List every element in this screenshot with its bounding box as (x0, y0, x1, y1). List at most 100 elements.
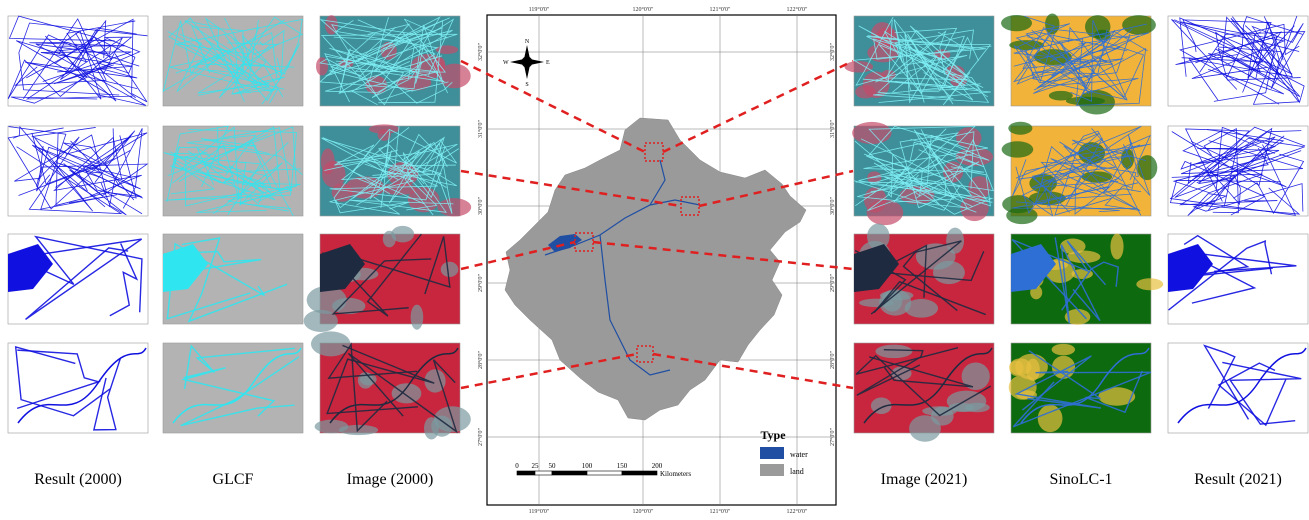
scale-label: 0 (515, 462, 519, 470)
thumb-patch (1110, 234, 1123, 260)
thumbnail (845, 16, 994, 106)
thumbnail (854, 224, 994, 324)
thumb-patch (411, 305, 424, 330)
scale-segment (622, 471, 657, 475)
lon-label: 122°0'0" (787, 508, 808, 515)
thumb-patch (441, 262, 459, 277)
scale-unit: Kilometers (660, 470, 691, 478)
lon-label: 120°0'0" (633, 6, 654, 13)
thumbnail (1168, 234, 1308, 324)
panel-caption: Image (2021) (881, 471, 968, 488)
legend-title: Type (760, 428, 786, 442)
lat-label: 31°0'0" (829, 119, 836, 137)
thumbnail (8, 343, 148, 433)
thumbnail (854, 343, 994, 442)
scale-segment (587, 471, 622, 475)
thumb-patch (316, 57, 328, 75)
thumb-bg (163, 343, 303, 433)
thumb-patch (1052, 356, 1075, 379)
lat-label: 27°0'0" (477, 427, 484, 445)
thumb-patch (1067, 251, 1101, 264)
thumb-patch (391, 226, 414, 243)
thumbnail (1001, 13, 1156, 114)
thumb-patch (436, 45, 458, 54)
lat-label: 28°0'0" (477, 350, 484, 368)
thumb-patch (382, 183, 417, 195)
lon-label: 120°0'0" (633, 508, 654, 515)
thumbnail (163, 234, 303, 324)
compass-s: S (525, 82, 528, 88)
panel-caption: SinoLC-1 (1049, 471, 1112, 488)
legend-label: land (790, 467, 804, 476)
scale-segment (535, 471, 552, 475)
thumb-patch (311, 331, 350, 356)
thumbnail (311, 331, 471, 439)
thumbnail (8, 126, 148, 216)
thumbnail (163, 126, 303, 216)
thumb-patch (909, 415, 941, 441)
thumbnail (163, 16, 303, 106)
lat-label: 30°0'0" (829, 196, 836, 214)
thumb-patch (852, 122, 891, 144)
thumbnail (8, 16, 148, 106)
thumb-patch (1002, 141, 1034, 157)
lat-label: 29°0'0" (829, 273, 836, 291)
lon-label: 122°0'0" (787, 6, 808, 13)
page: {"panels": {"left_labels": ["Result (200… (0, 0, 1309, 515)
thumbnail (1168, 343, 1308, 433)
scale-label: 50 (549, 462, 557, 470)
thumbnail (852, 122, 994, 225)
thumb-patch (1002, 195, 1033, 213)
thumb-patch (867, 200, 904, 226)
lon-label: 121°0'0" (710, 6, 731, 13)
lon-label: 119°0'0" (529, 508, 550, 515)
compass-e: E (546, 60, 550, 66)
lat-label: 32°0'0" (829, 42, 836, 60)
thumb-patch (1026, 359, 1040, 381)
panel-caption: Image (2000) (347, 471, 434, 488)
lon-label: 121°0'0" (710, 508, 731, 515)
scale-label: 25 (532, 462, 540, 470)
legend-swatch-water (760, 447, 784, 459)
lat-label: 27°0'0" (829, 427, 836, 445)
lon-label: 119°0'0" (529, 6, 550, 13)
scale-label: 200 (652, 462, 663, 470)
thumbnail (316, 15, 471, 106)
thumb-patch (875, 345, 912, 358)
panel-caption: Result (2000) (34, 471, 122, 488)
lat-label: 28°0'0" (829, 350, 836, 368)
lat-label: 32°0'0" (477, 42, 484, 60)
thumb-patch (1052, 344, 1075, 355)
scale-label: 100 (582, 462, 593, 470)
legend-label: water (790, 450, 808, 459)
legend-swatch-land (760, 464, 784, 476)
thumb-patch (867, 224, 890, 250)
compass-n: N (525, 39, 530, 45)
thumbnail (1009, 343, 1151, 433)
thumb-patch (1136, 278, 1163, 290)
thumb-patch (933, 261, 965, 284)
lat-label: 30°0'0" (477, 196, 484, 214)
thumbnail (1011, 234, 1163, 325)
thumb-patch (1122, 15, 1156, 35)
scale-segment (517, 471, 535, 475)
scale-label: 150 (617, 462, 628, 470)
panel-caption: Result (2021) (1194, 471, 1282, 488)
compass-w: W (503, 60, 509, 66)
scale-segment (552, 471, 587, 475)
thumb-patch (855, 85, 875, 98)
thumbnail (320, 124, 471, 216)
figure: Type water land N S E W 0 25 50 100 150 200Ki… (0, 0, 1309, 515)
lat-label: 29°0'0" (477, 273, 484, 291)
thumb-patch (1098, 387, 1135, 405)
thumb-patch (321, 148, 335, 174)
thumb-patch (1066, 97, 1105, 106)
thumbnail (1168, 126, 1308, 216)
thumbnail (8, 234, 148, 324)
thumb-patch (1008, 122, 1032, 135)
thumb-patch (1009, 361, 1023, 377)
thumb-bg (1168, 343, 1308, 433)
thumbnail (1002, 122, 1158, 224)
thumb-patch (1009, 40, 1044, 50)
thumbnail (1168, 16, 1308, 106)
